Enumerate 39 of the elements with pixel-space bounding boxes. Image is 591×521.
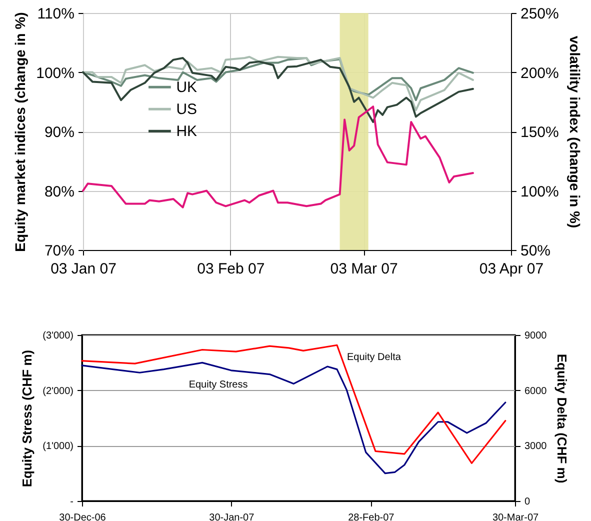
legend-label: UK — [176, 79, 198, 96]
legend-label: US — [176, 101, 198, 118]
x-tick-label: 30-Mar-07 — [492, 512, 539, 521]
y-tick-label: (1'000) — [42, 441, 74, 452]
x-tick-label: 30-Dec-06 — [59, 512, 106, 521]
series-label: Equity Delta — [346, 352, 402, 364]
y2-tick-label: 150% — [520, 124, 559, 141]
y2-tick-label: 0 — [524, 496, 530, 508]
line-series — [81, 344, 506, 464]
y2-tick-label: 200% — [520, 64, 559, 82]
y-tick-label: 90% — [44, 124, 74, 141]
y-tick-label: - — [70, 496, 74, 508]
x-tick-label: 03 Apr 07 — [479, 260, 544, 278]
y2-tick-label: 6000 — [524, 386, 548, 397]
y-tick-label: 100% — [36, 64, 74, 82]
y2-tick-label: 50% — [520, 242, 551, 260]
legend-label: HK — [176, 123, 198, 140]
y-tick-label: 70% — [44, 242, 74, 260]
series-label: Equity Stress — [188, 380, 248, 391]
x-tick-label: 03 Feb 07 — [197, 260, 265, 278]
y2-tick-label: 100% — [520, 183, 559, 200]
x-tick-label: 03 Jan 07 — [50, 260, 116, 278]
y2-tick-label: 9000 — [524, 330, 548, 342]
x-tick-label: 03 Mar 07 — [330, 260, 398, 278]
y-axis-title: Equity market indices (change in %) — [12, 12, 28, 252]
y-axis-title: Equity Stress (CHF m) — [20, 350, 35, 488]
y2-axis-title: Equity Delta (CHF m) — [554, 354, 570, 484]
y2-tick-label: 3000 — [524, 441, 548, 452]
y-tick-label: (2'000) — [42, 386, 74, 397]
y2-axis-title: volatility index (change in %) — [566, 36, 583, 228]
y-tick-label: 110% — [37, 6, 74, 22]
y2-tick-label: 250% — [520, 6, 559, 22]
y-tick-label: (3'000) — [42, 330, 74, 342]
x-tick-label: 28-Feb-07 — [348, 512, 395, 521]
x-tick-label: 30-Jan-07 — [209, 512, 255, 521]
line-series — [82, 57, 474, 124]
line-series — [82, 106, 474, 208]
line-series — [81, 362, 506, 474]
y-tick-label: 80% — [44, 183, 74, 200]
